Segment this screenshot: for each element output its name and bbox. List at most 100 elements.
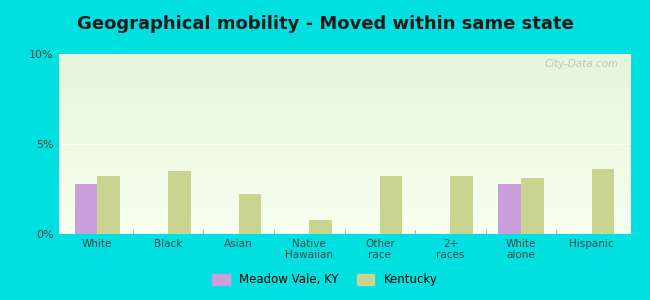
Bar xyxy=(58,97,630,98)
Bar xyxy=(75,184,98,234)
Bar xyxy=(58,143,630,144)
Bar xyxy=(58,85,630,86)
Bar xyxy=(58,233,630,234)
Bar xyxy=(58,60,630,61)
Bar xyxy=(58,91,630,92)
Bar xyxy=(58,72,630,73)
Bar xyxy=(58,230,630,231)
Bar xyxy=(58,57,630,58)
Bar xyxy=(58,111,630,112)
Bar xyxy=(58,83,630,84)
Bar xyxy=(58,181,630,182)
Bar xyxy=(58,217,630,218)
Bar xyxy=(58,108,630,109)
Bar xyxy=(58,82,630,83)
Bar xyxy=(58,68,630,69)
Bar xyxy=(58,153,630,154)
Bar xyxy=(58,201,630,202)
Bar xyxy=(98,176,120,234)
Bar xyxy=(58,99,630,100)
Bar xyxy=(58,194,630,195)
Bar xyxy=(58,167,630,168)
Bar xyxy=(58,192,630,193)
Bar xyxy=(58,162,630,163)
Bar xyxy=(58,228,630,229)
Bar xyxy=(58,148,630,149)
Bar xyxy=(58,226,630,227)
Bar xyxy=(58,164,630,165)
Bar xyxy=(58,216,630,217)
Bar xyxy=(58,109,630,110)
Text: City-Data.com: City-Data.com xyxy=(545,59,619,69)
Bar xyxy=(58,141,630,142)
Bar xyxy=(58,147,630,148)
Bar xyxy=(58,185,630,186)
Bar xyxy=(58,183,630,184)
Bar xyxy=(58,55,630,56)
Bar xyxy=(58,184,630,185)
Bar xyxy=(58,67,630,68)
Bar xyxy=(58,63,630,64)
Bar xyxy=(58,154,630,155)
Bar xyxy=(521,178,543,234)
Bar xyxy=(58,204,630,205)
Bar xyxy=(58,121,630,122)
Bar xyxy=(58,144,630,145)
Bar xyxy=(58,107,630,108)
Bar xyxy=(58,123,630,124)
Bar xyxy=(58,87,630,88)
Bar xyxy=(58,120,630,121)
Bar xyxy=(58,231,630,232)
Bar xyxy=(58,138,630,139)
Bar xyxy=(58,202,630,203)
Bar xyxy=(592,169,614,234)
Bar xyxy=(58,174,630,175)
Bar xyxy=(58,214,630,215)
Bar xyxy=(58,169,630,170)
Bar xyxy=(58,103,630,104)
Bar xyxy=(58,198,630,199)
Bar xyxy=(58,205,630,206)
Bar xyxy=(58,212,630,213)
Bar xyxy=(58,61,630,62)
Bar xyxy=(58,160,630,161)
Bar xyxy=(58,110,630,111)
Bar xyxy=(58,95,630,96)
Bar xyxy=(58,179,630,180)
Bar xyxy=(58,176,630,177)
Bar xyxy=(58,157,630,158)
Bar xyxy=(58,225,630,226)
Bar xyxy=(58,92,630,93)
Bar xyxy=(58,58,630,59)
Bar xyxy=(58,172,630,173)
Bar xyxy=(58,113,630,114)
Bar xyxy=(58,100,630,101)
Bar xyxy=(58,80,630,81)
Bar xyxy=(58,115,630,116)
Bar xyxy=(58,229,630,230)
Bar xyxy=(58,165,630,166)
Bar xyxy=(58,159,630,160)
Bar xyxy=(58,56,630,57)
Bar xyxy=(58,173,630,174)
Bar xyxy=(58,196,630,197)
Bar xyxy=(58,136,630,137)
Bar xyxy=(58,101,630,102)
Bar xyxy=(58,182,630,183)
Bar xyxy=(58,93,630,94)
Bar xyxy=(58,54,630,55)
Bar xyxy=(58,145,630,146)
Bar xyxy=(58,117,630,118)
Bar xyxy=(58,132,630,133)
Bar xyxy=(58,227,630,228)
Bar xyxy=(58,156,630,157)
Bar xyxy=(58,191,630,192)
Bar xyxy=(58,193,630,194)
Bar xyxy=(58,127,630,128)
Bar xyxy=(58,122,630,123)
Bar xyxy=(58,222,630,223)
Bar xyxy=(58,207,630,208)
Bar xyxy=(309,220,332,234)
Bar xyxy=(58,186,630,187)
Bar xyxy=(58,197,630,198)
